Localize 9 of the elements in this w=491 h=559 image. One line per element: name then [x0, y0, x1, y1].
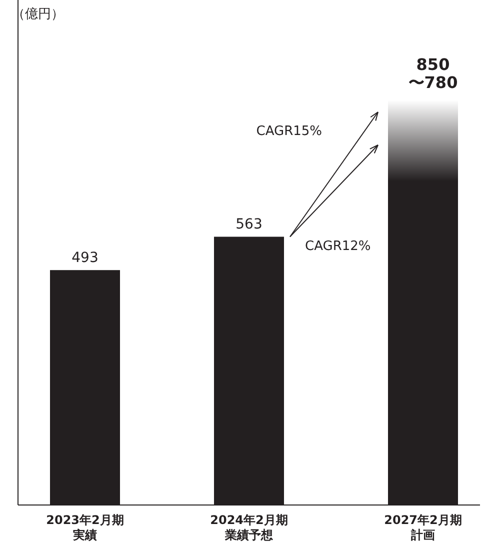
annotation: CAGR12%	[305, 239, 371, 254]
x-tick-label: 2024年2月期業績予想	[209, 513, 289, 543]
x-tick-label: 2023年2月期実績	[45, 513, 125, 543]
text: （億円）	[12, 7, 64, 22]
annotation: CAGR15%	[256, 124, 322, 139]
x-tick-label: 2027年2月期計画	[383, 513, 463, 543]
data-label: 850 〜780	[408, 55, 458, 92]
data-label: 493	[72, 250, 98, 266]
data-label: 563	[236, 216, 262, 233]
